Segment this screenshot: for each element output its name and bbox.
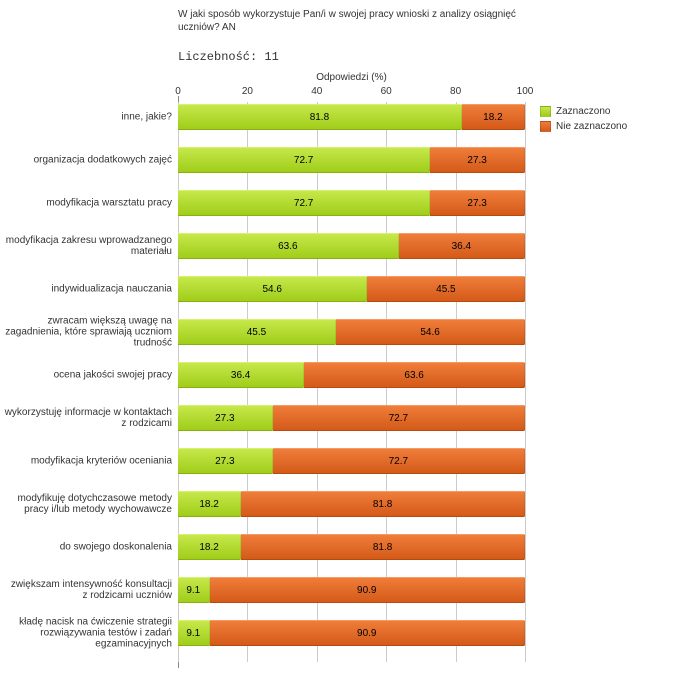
category-label: ocena jakości swojej pracy (4, 370, 172, 381)
bar-unmarked: 54.6 (336, 319, 525, 345)
category-label: wykorzystuję informacje w kontaktach z r… (4, 407, 172, 429)
bar-unmarked: 72.7 (273, 405, 525, 431)
bar-unmarked: 63.6 (304, 362, 525, 388)
category-label: zwracam większą uwagę na zagadnienia, kt… (4, 316, 172, 349)
bar-unmarked: 27.3 (430, 147, 525, 173)
bar-row: zwracam większą uwagę na zagadnienia, kt… (178, 319, 525, 345)
category-label: inne, jakie? (4, 112, 172, 123)
bar-marked: 45.5 (178, 319, 336, 345)
x-tick-label: 100 (517, 86, 534, 97)
category-label: modyfikacja warsztatu pracy (4, 198, 172, 209)
bar-unmarked: 81.8 (241, 491, 525, 517)
bar-row: modyfikacja zakresu wprowadzanego materi… (178, 233, 525, 259)
gridline (525, 102, 526, 662)
chart-plot-area: 020406080100inne, jakie?81.818.2organiza… (178, 102, 525, 662)
category-label: kładę nacisk na ćwiczenie strategii rozw… (4, 617, 172, 650)
bar-marked: 72.7 (178, 147, 430, 173)
bar-marked: 27.3 (178, 405, 273, 431)
bar-unmarked: 81.8 (241, 534, 525, 560)
category-label: indywidualizacja nauczania (4, 284, 172, 295)
legend-label-unmarked: Nie zaznaczono (556, 121, 627, 132)
category-label: organizacja dodatkowych zajęć (4, 155, 172, 166)
bar-marked: 54.6 (178, 276, 367, 302)
category-label: modyfikuję dotychczasowe metody pracy i/… (4, 493, 172, 515)
chart-title: W jaki sposób wykorzystuje Pan/i w swoje… (178, 8, 518, 34)
bar-marked: 9.1 (178, 620, 210, 646)
bar-marked: 81.8 (178, 104, 462, 130)
x-tick-label: 20 (242, 86, 253, 97)
bar-marked: 63.6 (178, 233, 399, 259)
bar-marked: 9.1 (178, 577, 210, 603)
bar-row: ocena jakości swojej pracy36.463.6 (178, 362, 525, 388)
x-axis-title: Odpowiedzi (%) (178, 72, 525, 83)
legend-item-unmarked: Nie zaznaczono (540, 121, 627, 132)
bar-unmarked: 90.9 (210, 620, 525, 646)
bar-unmarked: 18.2 (462, 104, 525, 130)
bar-row: organizacja dodatkowych zajęć72.727.3 (178, 147, 525, 173)
category-label: zwiększam intensywność konsultacji z rod… (4, 579, 172, 601)
bar-unmarked: 45.5 (367, 276, 525, 302)
bar-row: wykorzystuję informacje w kontaktach z r… (178, 405, 525, 431)
bar-marked: 36.4 (178, 362, 304, 388)
bar-marked: 18.2 (178, 534, 241, 560)
x-tick-label: 80 (450, 86, 461, 97)
legend-item-marked: Zaznaczono (540, 106, 627, 117)
bar-row: modyfikacja kryteriów oceniania27.372.7 (178, 448, 525, 474)
x-tick-label: 60 (381, 86, 392, 97)
bar-row: do swojego doskonalenia18.281.8 (178, 534, 525, 560)
chart-subtitle: Liczebność: 11 (178, 50, 279, 64)
category-label: modyfikacja zakresu wprowadzanego materi… (4, 235, 172, 257)
bar-row: inne, jakie?81.818.2 (178, 104, 525, 130)
legend-swatch-marked (540, 106, 551, 117)
bar-marked: 72.7 (178, 190, 430, 216)
bar-row: modyfikuję dotychczasowe metody pracy i/… (178, 491, 525, 517)
category-label: modyfikacja kryteriów oceniania (4, 456, 172, 467)
bar-row: kładę nacisk na ćwiczenie strategii rozw… (178, 620, 525, 646)
bar-row: modyfikacja warsztatu pracy72.727.3 (178, 190, 525, 216)
bar-unmarked: 27.3 (430, 190, 525, 216)
x-tick-label: 40 (311, 86, 322, 97)
legend-swatch-unmarked (540, 121, 551, 132)
x-tick-label: 0 (175, 86, 181, 97)
bar-marked: 18.2 (178, 491, 241, 517)
bar-unmarked: 72.7 (273, 448, 525, 474)
bar-row: zwiększam intensywność konsultacji z rod… (178, 577, 525, 603)
category-label: do swojego doskonalenia (4, 542, 172, 553)
legend-label-marked: Zaznaczono (556, 106, 610, 117)
bar-row: indywidualizacja nauczania54.645.5 (178, 276, 525, 302)
bar-unmarked: 90.9 (210, 577, 525, 603)
legend: Zaznaczono Nie zaznaczono (540, 106, 627, 136)
bar-unmarked: 36.4 (399, 233, 525, 259)
bar-marked: 27.3 (178, 448, 273, 474)
